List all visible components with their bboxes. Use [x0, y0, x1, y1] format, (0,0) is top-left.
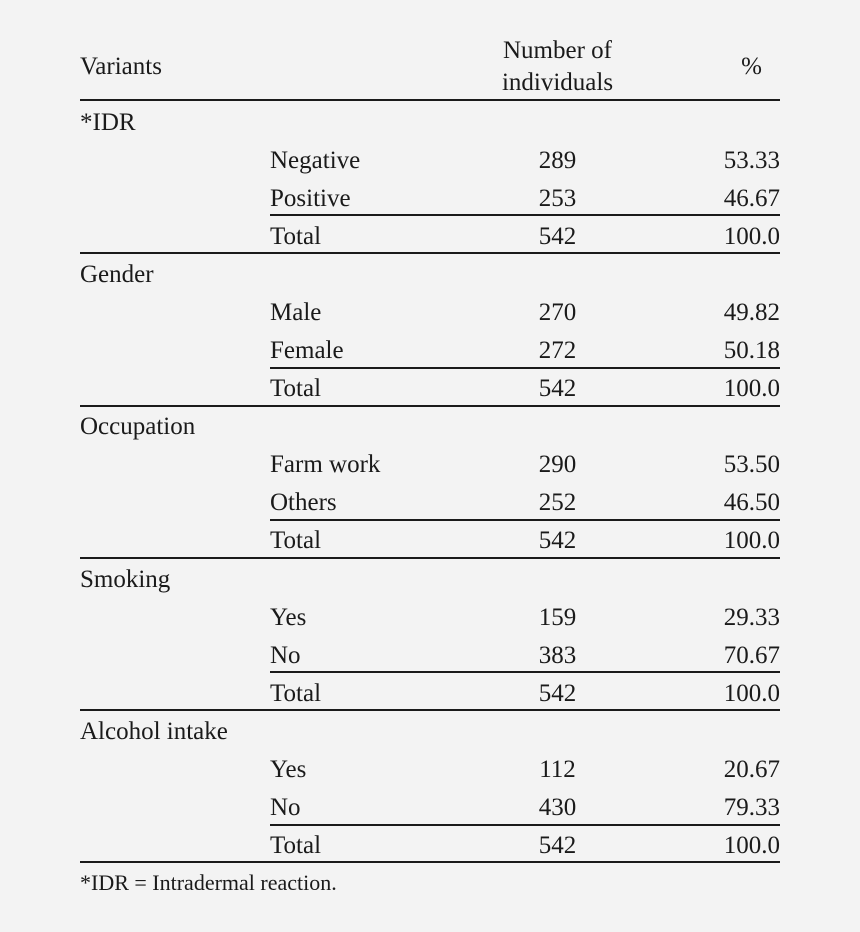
- row-percent: 49.82: [723, 299, 780, 326]
- row-percent: 100.0: [723, 680, 780, 707]
- category-label: Alcohol intake: [80, 718, 228, 745]
- subtotal-rule: [270, 671, 780, 673]
- row-percent: 53.50: [723, 451, 780, 478]
- row-percent: 53.33: [723, 147, 780, 174]
- table-row: Negative 289 53.33: [80, 142, 780, 180]
- category-row: Occupation: [80, 408, 780, 446]
- row-number: 253: [538, 185, 577, 212]
- row-percent: 46.67: [723, 185, 780, 212]
- table-footnote: *IDR = Intradermal reaction.: [80, 870, 337, 895]
- row-label: Total: [270, 375, 322, 402]
- row-number: 430: [538, 794, 577, 821]
- row-number: 159: [538, 604, 577, 631]
- row-label: No: [270, 642, 301, 669]
- row-number: 542: [538, 527, 577, 554]
- row-number: 542: [538, 832, 577, 859]
- subtotal-rule: [270, 214, 780, 216]
- header-number-line1: Number of: [503, 37, 612, 64]
- row-number: 270: [538, 299, 577, 326]
- category-label: Smoking: [80, 566, 171, 593]
- row-number: 383: [538, 642, 577, 669]
- table-row: No 383 70.67: [80, 637, 780, 675]
- row-percent: 100.0: [723, 527, 780, 554]
- row-percent: 20.67: [723, 756, 780, 783]
- category-row: Alcohol intake: [80, 713, 780, 751]
- row-percent: 70.67: [723, 642, 780, 669]
- category-row: *IDR: [80, 104, 780, 142]
- table-row: No 430 79.33: [80, 789, 780, 827]
- header-number-of-individuals: Number of individuals: [480, 35, 635, 99]
- subtotal-rule: [270, 519, 780, 521]
- row-label: Yes: [270, 756, 307, 783]
- row-percent: 29.33: [723, 604, 780, 631]
- row-label: Positive: [270, 185, 351, 212]
- group-rule: [80, 405, 780, 407]
- row-label: Total: [270, 832, 322, 859]
- table-row: Yes 159 29.33: [80, 599, 780, 637]
- category-label: Gender: [80, 261, 154, 288]
- category-row: Gender: [80, 256, 780, 294]
- row-percent: 100.0: [723, 832, 780, 859]
- table-header: Variants Number of individuals %: [80, 30, 780, 100]
- total-row: Total 542 100.0: [80, 370, 780, 408]
- row-number: 289: [538, 147, 577, 174]
- group-rule: [80, 557, 780, 559]
- table-row: Yes 112 20.67: [80, 751, 780, 789]
- group-rule: [80, 709, 780, 711]
- total-row: Total 542 100.0: [80, 675, 780, 713]
- row-percent: 46.50: [723, 489, 780, 516]
- row-number: 272: [538, 337, 577, 364]
- row-percent: 100.0: [723, 223, 780, 250]
- header-percent: %: [741, 53, 762, 80]
- total-row: Total 542 100.0: [80, 522, 780, 560]
- row-number: 252: [538, 489, 577, 516]
- row-number: 112: [539, 756, 576, 783]
- total-row: Total 542 100.0: [80, 218, 780, 256]
- category-label: *IDR: [80, 109, 136, 136]
- row-percent: 79.33: [723, 794, 780, 821]
- category-row: Smoking: [80, 561, 780, 599]
- table-row: Positive 253 46.67: [80, 180, 780, 218]
- row-label: Total: [270, 680, 322, 707]
- row-label: Yes: [270, 604, 307, 631]
- row-label: No: [270, 794, 301, 821]
- row-number: 542: [538, 223, 577, 250]
- subtotal-rule: [270, 367, 780, 369]
- header-variants: Variants: [80, 53, 162, 80]
- row-percent: 100.0: [723, 375, 780, 402]
- group-rule: [80, 252, 780, 254]
- row-percent: 50.18: [723, 337, 780, 364]
- row-label: Farm work: [270, 451, 381, 478]
- table-row: Others 252 46.50: [80, 484, 780, 522]
- row-label: Female: [270, 337, 344, 364]
- header-number-line2: individuals: [501, 69, 614, 96]
- row-number: 542: [538, 680, 577, 707]
- row-number: 290: [538, 451, 577, 478]
- row-label: Total: [270, 527, 322, 554]
- row-label: Others: [270, 489, 337, 516]
- total-row: Total 542 100.0: [80, 827, 780, 865]
- table-bottom-rule: [80, 861, 780, 863]
- row-label: Total: [270, 223, 322, 250]
- row-label: Male: [270, 299, 322, 326]
- subtotal-rule: [270, 824, 780, 826]
- table-row: Farm work 290 53.50: [80, 446, 780, 484]
- table-row: Female 272 50.18: [80, 332, 780, 370]
- category-label: Occupation: [80, 413, 196, 440]
- row-number: 542: [538, 375, 577, 402]
- header-rule: [80, 99, 780, 101]
- table-row: Male 270 49.82: [80, 294, 780, 332]
- row-label: Negative: [270, 147, 361, 174]
